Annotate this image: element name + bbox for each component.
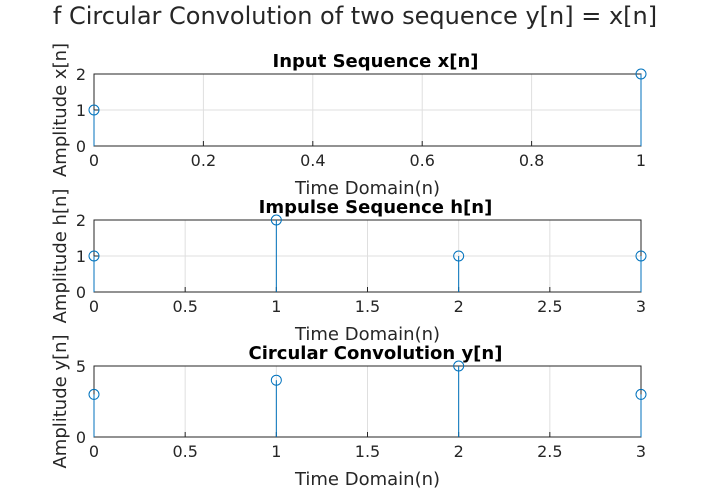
x-axis-label: Time Domain(n) (294, 469, 440, 490)
stem-marker (88, 104, 100, 116)
y-tick-label: 2 (76, 211, 86, 230)
subplot-3: 0 0.5 1 1.5 2 2.5 3 0 5 Circular Convolution y[n]… (50, 334, 647, 490)
x-tick-label: 0.5 (172, 297, 197, 316)
y-axis-label: Amplitude y[n] (50, 334, 71, 468)
stem-marker (270, 214, 282, 226)
x-tick-label: 3 (636, 297, 646, 316)
stem-marker (88, 388, 100, 400)
y-tick-label: 5 (76, 357, 86, 376)
y-axis-label: Amplitude x[n] (50, 43, 71, 177)
x-tick-label: 2.5 (537, 297, 562, 316)
x-tick-label: 1 (636, 151, 646, 170)
x-tick-label: 1.5 (355, 297, 380, 316)
y-tick-label: 2 (76, 65, 86, 84)
x-tick-label: 1.5 (355, 442, 380, 461)
x-tick-label: 0.5 (172, 442, 197, 461)
x-axis-label: Time Domain(n) (294, 178, 440, 199)
x-tick-label: 0 (89, 151, 99, 170)
x-tick-label: 1 (271, 297, 281, 316)
stem-marker (453, 250, 465, 262)
y-axis-label: Amplitude h[n] (50, 189, 71, 324)
subplot-1: 0 0.2 0.4 0.6 0.8 1 0 1 2 Input Sequence x[n] Time… (50, 43, 647, 199)
x-tick-label: 0.2 (191, 151, 216, 170)
subplot-title: Impulse Sequence h[n] (259, 197, 493, 218)
x-axis-label: Time Domain(n) (294, 324, 440, 345)
figure-title: f Circular Convolution of two sequence y… (53, 2, 657, 30)
y-tick-label: 0 (76, 137, 86, 156)
x-tick-label: 2 (454, 442, 464, 461)
x-tick-label: 1 (271, 442, 281, 461)
x-tick-label: 3 (636, 442, 646, 461)
x-tick-label: 0 (89, 442, 99, 461)
x-tick-label: 0.6 (409, 151, 434, 170)
stem-marker (635, 250, 647, 262)
stem-marker (270, 374, 282, 386)
subplot-title: Circular Convolution y[n] (249, 343, 503, 364)
y-tick-label: 0 (76, 283, 86, 302)
subplot-title: Input Sequence x[n] (273, 51, 479, 72)
x-tick-label: 0 (89, 297, 99, 316)
stem-marker (453, 360, 465, 372)
stem-marker (635, 68, 647, 80)
y-tick-label: 1 (76, 101, 86, 120)
x-tick-label: 0.4 (300, 151, 325, 170)
x-tick-label: 2 (454, 297, 464, 316)
subplot-2: 0 0.5 1 1.5 2 2.5 3 0 1 2 Impulse Sequence h[n] Tim… (50, 189, 647, 345)
stem-marker (88, 250, 100, 262)
x-tick-label: 2.5 (537, 442, 562, 461)
y-tick-label: 0 (76, 428, 86, 447)
x-tick-label: 0.8 (519, 151, 544, 170)
stem-marker (635, 388, 647, 400)
y-tick-label: 1 (76, 247, 86, 266)
